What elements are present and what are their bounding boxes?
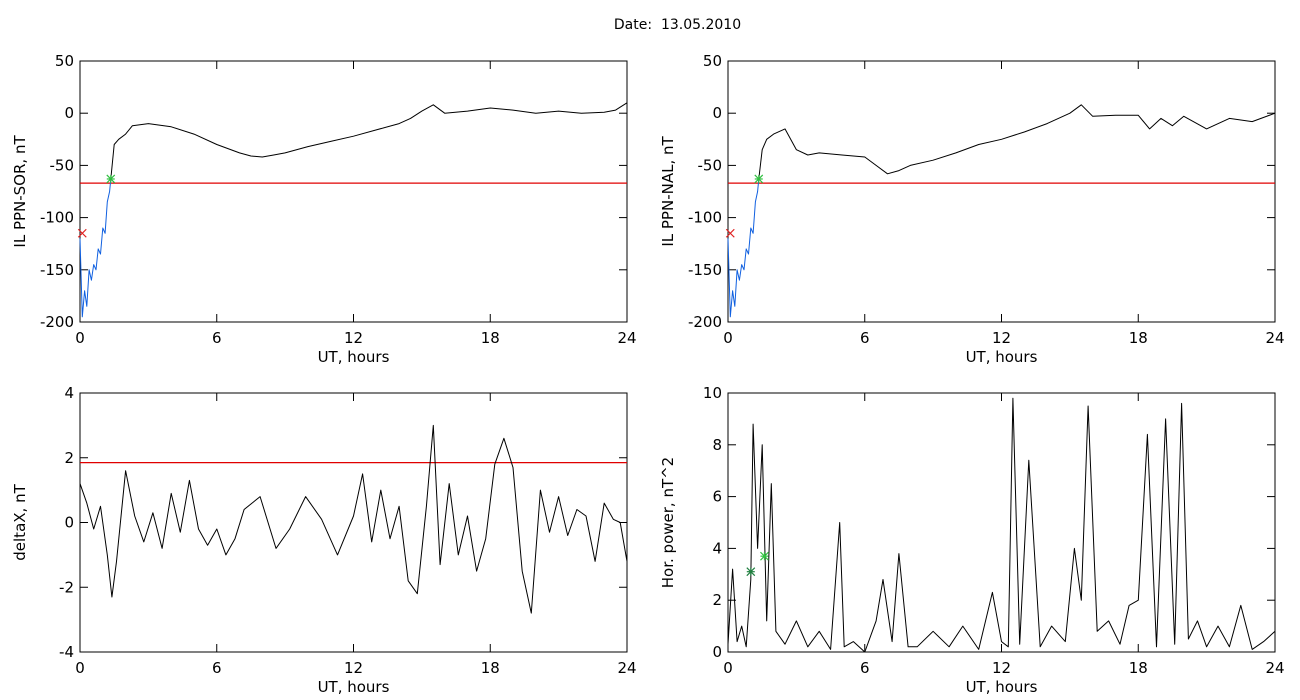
y-tick-label: 8 <box>712 436 722 454</box>
x-axis-label: UT, hours <box>318 678 390 696</box>
y-tick-label: -100 <box>40 209 74 227</box>
x-tick-label: 6 <box>860 329 870 347</box>
y-tick-label: -200 <box>40 313 74 331</box>
x-tick-label: 18 <box>481 659 500 677</box>
marker-asterisk <box>106 174 116 184</box>
series-line <box>727 397 1276 653</box>
y-tick-label: 2 <box>64 449 74 467</box>
series-line <box>727 178 760 318</box>
x-tick-label: 12 <box>344 329 363 347</box>
y-tick-label: 2 <box>712 591 722 609</box>
y-tick-label: 0 <box>64 104 74 122</box>
x-tick-label: 0 <box>75 329 85 347</box>
x-tick-label: 12 <box>344 659 363 677</box>
figure-title: Date: 13.05.2010 <box>613 17 742 33</box>
x-tick-label: 0 <box>723 659 733 677</box>
x-tick-label: 12 <box>992 659 1011 677</box>
y-tick-label: 0 <box>712 104 722 122</box>
x-axis-label: UT, hours <box>966 678 1038 696</box>
marker-asterisk <box>760 551 769 561</box>
y-tick-label: 50 <box>703 52 722 70</box>
marker-cross <box>725 228 735 238</box>
x-tick-label: 0 <box>75 659 85 677</box>
y-tick-label: -50 <box>698 156 723 174</box>
y-axis-label: IL PPN-SOR, nT <box>11 135 29 248</box>
y-tick-label: 10 <box>703 384 722 402</box>
marker-cross <box>77 228 87 238</box>
series-line <box>79 178 112 318</box>
series-line <box>79 424 628 614</box>
x-tick-label: 6 <box>212 659 222 677</box>
y-tick-label: -200 <box>688 313 722 331</box>
y-tick-label: 6 <box>712 488 722 506</box>
x-axis-label: UT, hours <box>318 348 390 366</box>
y-tick-label: -4 <box>59 643 74 661</box>
y-tick-label: 4 <box>64 384 74 402</box>
y-axis-label: deltaX, nT <box>11 483 29 560</box>
y-tick-label: -50 <box>50 156 75 174</box>
x-tick-label: 6 <box>212 329 222 347</box>
y-tick-label: -100 <box>688 209 722 227</box>
plot-frame <box>727 392 1276 653</box>
marker-asterisk <box>754 174 764 184</box>
x-tick-label: 0 <box>723 329 733 347</box>
marker-asterisk <box>746 567 756 577</box>
x-tick-label: 24 <box>1265 329 1284 347</box>
series-line <box>758 104 1276 180</box>
y-tick-label: 0 <box>712 643 722 661</box>
y-tick-label: 50 <box>55 52 74 70</box>
x-tick-label: 24 <box>617 329 636 347</box>
x-axis-label: UT, hours <box>966 348 1038 366</box>
y-tick-label: 0 <box>64 514 74 532</box>
x-tick-label: 12 <box>992 329 1011 347</box>
y-tick-label: -150 <box>40 261 74 279</box>
x-tick-label: 6 <box>860 659 870 677</box>
series-line <box>110 102 628 180</box>
x-tick-label: 18 <box>1129 659 1148 677</box>
y-tick-label: 4 <box>712 539 722 557</box>
y-axis-label: IL PPN-NAL, nT <box>659 136 677 247</box>
x-tick-label: 24 <box>617 659 636 677</box>
x-tick-label: 18 <box>481 329 500 347</box>
y-tick-label: -2 <box>59 578 74 596</box>
y-tick-label: -150 <box>688 261 722 279</box>
y-axis-label: Hor. power, nT^2 <box>659 457 677 588</box>
x-tick-label: 18 <box>1129 329 1148 347</box>
x-tick-label: 24 <box>1265 659 1284 677</box>
